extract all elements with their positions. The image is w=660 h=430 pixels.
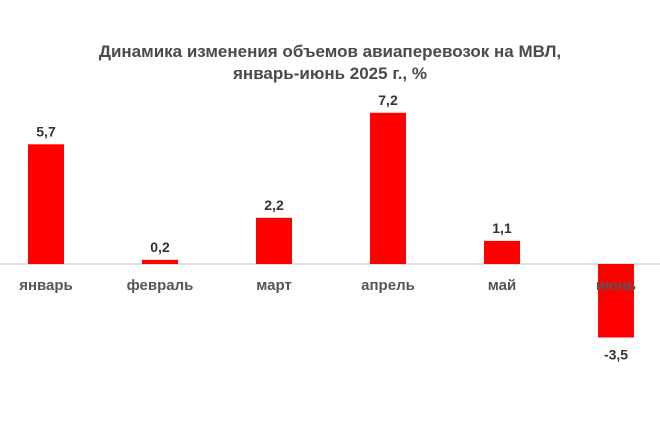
value-label: 2,2	[264, 197, 284, 213]
bar-5	[484, 240, 520, 264]
category-label: май	[488, 277, 516, 294]
value-label: 7,2	[378, 92, 398, 108]
bar-3	[256, 217, 292, 264]
category-label: март	[256, 277, 292, 294]
bar-2	[142, 259, 178, 264]
chart-title-line-1: Динамика изменения объемов авиаперевозок…	[98, 42, 562, 61]
bar-4	[370, 112, 406, 264]
value-label: 5,7	[36, 123, 56, 139]
bar-1	[28, 144, 64, 264]
category-label: июнь	[596, 277, 636, 294]
category-label: февраль	[127, 277, 194, 294]
value-label: 1,1	[492, 220, 512, 236]
value-label: -3,5	[604, 347, 628, 363]
chart-title-line-2: январь-июнь 2025 г., %	[233, 64, 427, 83]
category-label: апрель	[361, 277, 415, 294]
bar-6	[598, 264, 634, 338]
category-label: январь	[19, 277, 73, 294]
value-label: 0,2	[150, 239, 170, 255]
